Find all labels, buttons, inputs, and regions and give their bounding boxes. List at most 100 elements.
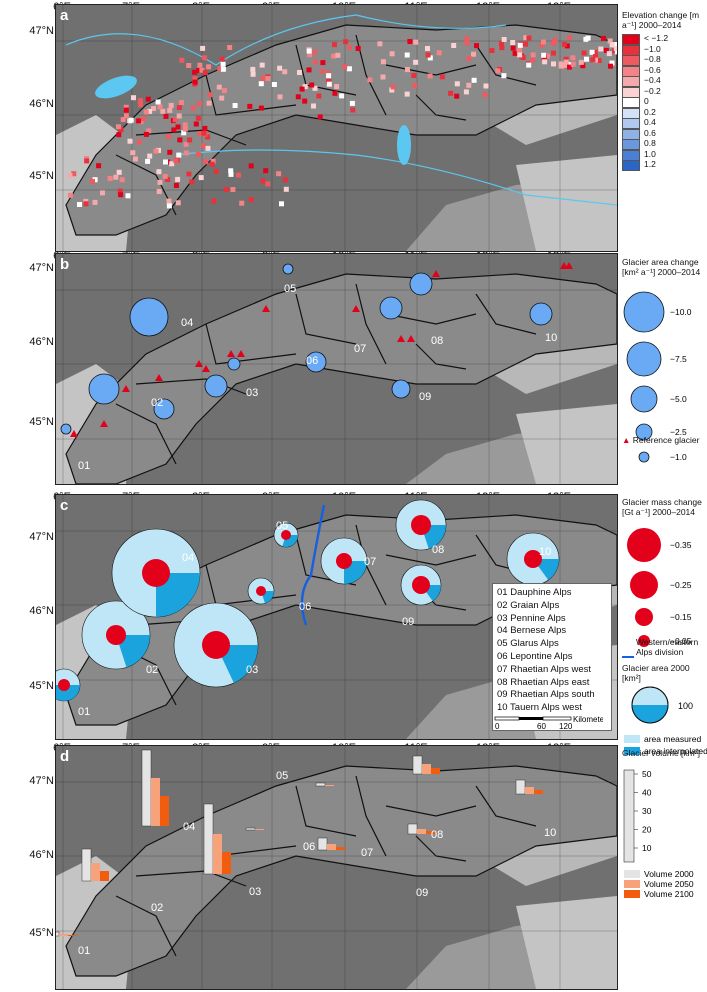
elevation-cell [181,130,187,136]
elevation-cell [551,61,556,67]
elevation-cell [339,93,345,99]
elevation-cell [380,59,386,65]
region-boundary [385,805,477,817]
mass-legend-circle [638,635,650,647]
elevation-cell [190,105,196,111]
elevation-cell [563,56,569,62]
region-label: 06 [299,601,311,613]
elevation-cell [219,95,225,101]
area-value: 100 [678,701,693,711]
scale-tick: 0 [495,722,500,730]
elevation-cell [195,115,201,121]
panel-label: c [60,497,69,514]
elevation-cell [326,78,332,84]
elevation-cell [389,51,395,57]
region-name: 03 Pennine Alps [497,612,566,624]
region-label: 10 [545,332,557,344]
elevation-cell [192,76,198,82]
elevation-cell [71,171,77,177]
river [175,149,617,206]
elevation-cell [175,176,181,182]
legend-item: 0.4 [622,117,707,129]
elevation-cell [147,153,153,159]
elevation-cell [228,171,234,177]
elevation-cell [448,90,454,96]
latitude-label: 46°N [29,605,54,617]
elevation-cell [558,63,564,69]
elevation-cell [427,73,433,79]
elevation-cell [153,148,159,154]
elevation-cell [146,128,152,134]
elevation-cell [250,71,256,77]
mass-change-circle [412,576,430,594]
elevation-cell [175,200,181,206]
volume-bar [407,823,418,835]
elevation-cell [228,168,234,174]
elevation-cell [156,189,162,194]
legend-mass-change: Glacier mass change [Gt a⁻¹] 2000–2014 −… [622,497,707,756]
elevation-cell [165,177,171,182]
mass-legend-label: −0.15 [670,612,692,622]
volume-legend-swatch [624,870,640,878]
elevation-cell [183,150,189,156]
elevation-cell [483,83,489,89]
legend-label: 0.4 [644,117,656,127]
elevation-cell [596,58,602,63]
elevation-cell [201,143,207,149]
elevation-cell [196,68,202,73]
elevation-cell [564,43,570,49]
elevation-cell [223,187,229,192]
legend-volume: Glacier volume [km³] 50 40 30 20 10 Volume 20… [622,748,707,910]
legend-item: −0.2 [622,86,707,98]
mass-legend-label: −0.25 [670,580,692,590]
latitude-label: 46°N [29,98,54,110]
elevation-cell [118,192,124,198]
elevation-cell [589,49,595,55]
size-legend-label: −5.0 [670,394,687,404]
elevation-cell [523,35,529,41]
elevation-cell [67,173,73,178]
volume-bar [325,785,334,786]
elevation-cell [567,35,572,41]
elevation-cell [312,59,318,65]
elevation-cell [220,61,226,67]
elevation-cell [189,179,195,185]
region-boundary [115,403,177,465]
elevation-cell [609,42,615,48]
elevation-cell [220,66,226,72]
elevation-cell [277,65,283,71]
elevation-cell [169,161,175,167]
legend-item: −0.8 [622,54,707,66]
elevation-cell [113,174,119,180]
region-name: 01 Dauphine Alps [497,587,572,598]
reference-glacier-marker [227,350,235,357]
elevation-cell [166,203,172,209]
legend-item: −1.0 [622,44,707,56]
elevation-cell [552,37,558,43]
elevation-cell [176,113,182,119]
elevation-cell [156,169,162,175]
latitude-label: 47°N [29,262,54,274]
western-eastern-division [300,504,326,626]
legend-label: −0.4 [644,75,661,85]
legend-label: < −1.2 [644,33,669,43]
elevation-cell [145,158,151,164]
elevation-cell [319,68,325,74]
elevation-cell [239,200,245,206]
elevation-cell [332,42,337,48]
elevation-cell [464,36,470,42]
legend-title: Elevation change [m a⁻¹] 2000–2014 [622,10,700,30]
elevation-change-map [56,5,617,251]
elevation-cell [282,69,288,75]
interpolated-label: area interpolated [644,746,707,756]
elevation-cell [205,134,211,140]
elevation-cell [92,199,98,205]
volume-tick-label: 20 [642,825,652,835]
elevation-cell [219,56,225,62]
elevation-cell [520,55,526,60]
region-label: 02 [151,397,163,409]
elevation-cell [116,169,122,175]
elevation-cell [250,66,256,72]
elevation-cell [132,156,138,162]
elevation-cell [320,60,326,66]
